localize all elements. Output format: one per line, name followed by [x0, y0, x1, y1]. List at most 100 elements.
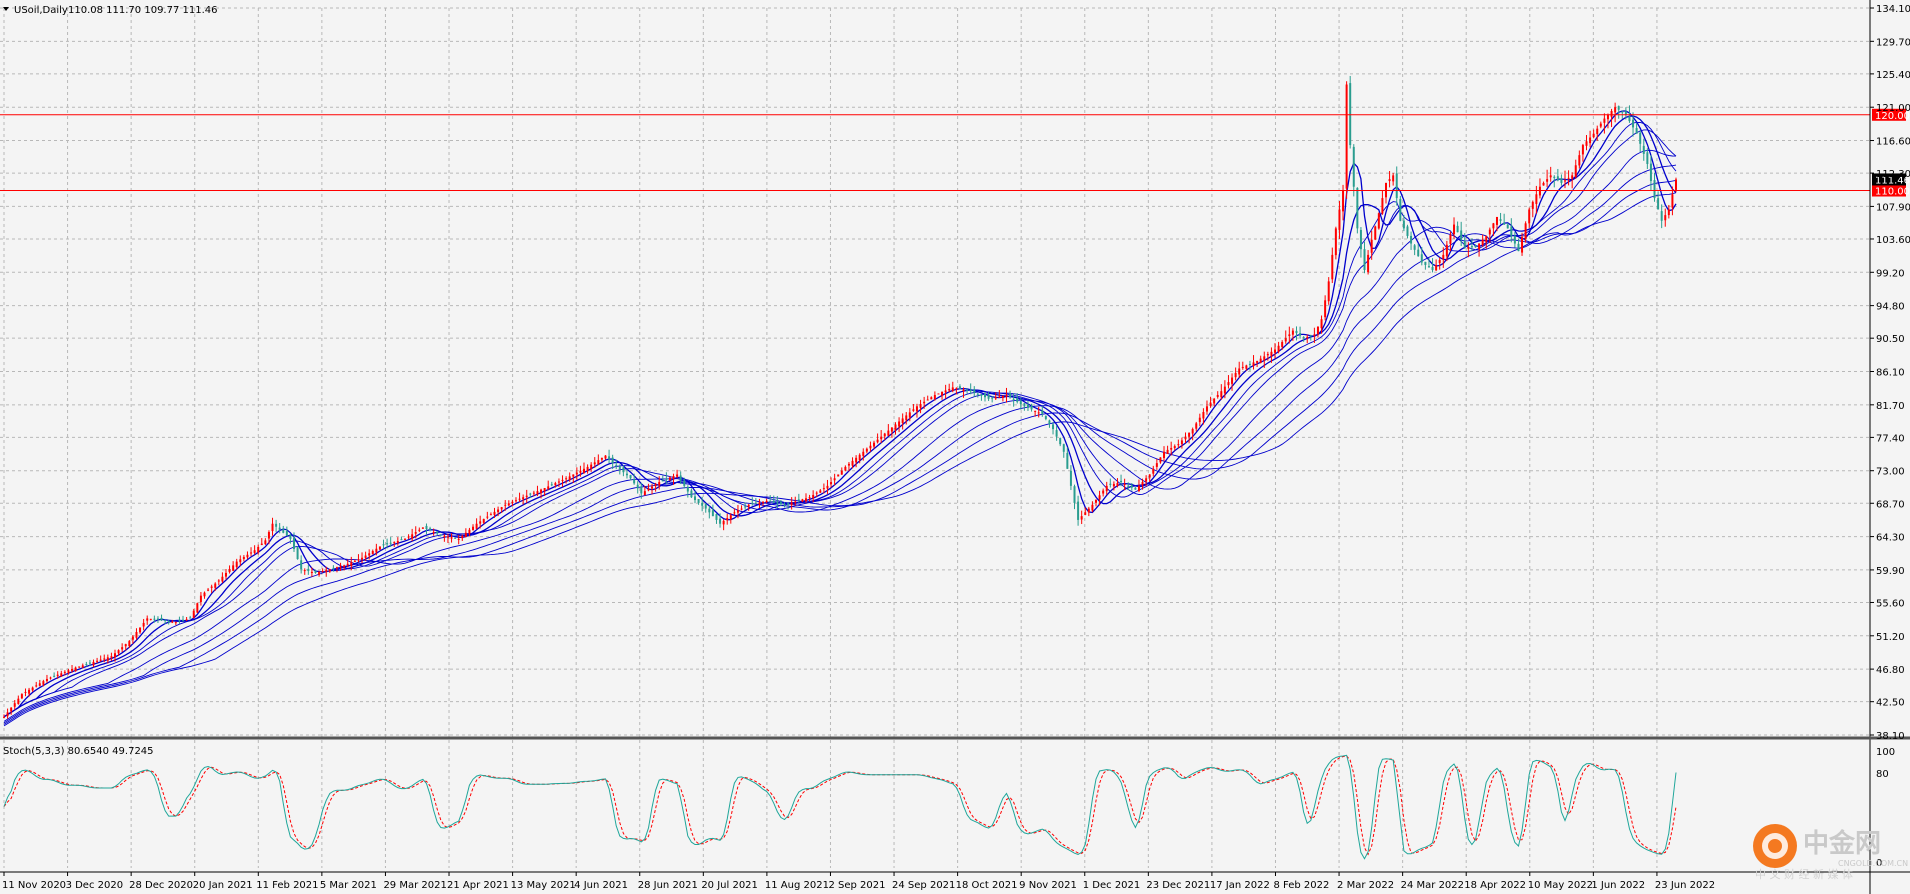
candle [81, 663, 84, 669]
candle [908, 408, 911, 422]
candle [783, 502, 786, 508]
candle [1374, 225, 1377, 241]
candle [636, 481, 639, 494]
candle [1277, 341, 1280, 354]
candle [1141, 478, 1144, 490]
candle [679, 471, 682, 485]
price-axis-label: 125.40 [1876, 70, 1910, 81]
candle [257, 544, 260, 555]
candle [1195, 421, 1198, 432]
time-axis-label: 29 Mar 2021 [383, 880, 446, 891]
candle [880, 430, 883, 443]
candle [207, 587, 210, 592]
candle [1406, 224, 1409, 239]
candle [1546, 169, 1549, 188]
candle [575, 467, 578, 480]
price-level-tag [1872, 108, 1906, 121]
candle [174, 621, 177, 626]
time-axis-label: 11 Feb 2021 [256, 880, 318, 891]
candle [754, 498, 757, 504]
candle [507, 500, 510, 507]
time-axis-label: 10 May 2022 [1528, 880, 1593, 891]
candle [1209, 396, 1212, 408]
candle [1159, 457, 1162, 464]
candle [42, 679, 45, 687]
candle [403, 538, 406, 541]
candle [926, 395, 929, 401]
candle [192, 608, 195, 619]
candle [511, 499, 514, 507]
candle [1044, 415, 1047, 421]
time-axis-label: 4 Jun 2021 [574, 880, 628, 891]
candle [894, 422, 897, 435]
candle [250, 547, 253, 557]
candle [1435, 259, 1438, 271]
candle [640, 482, 643, 499]
candle [1316, 326, 1319, 338]
price-axis-label: 129.70 [1876, 37, 1910, 48]
candle [1531, 200, 1534, 218]
candle [1528, 207, 1531, 229]
candle [1617, 105, 1620, 119]
candle [1220, 384, 1223, 400]
candle [998, 390, 1001, 399]
candle [1642, 138, 1645, 161]
candle [482, 518, 485, 525]
candle [1012, 393, 1015, 407]
candle [346, 559, 349, 568]
candle [1556, 168, 1559, 182]
candle [1445, 240, 1448, 262]
symbol-dropdown-icon[interactable] [3, 7, 9, 11]
candle [149, 618, 152, 621]
candle [676, 469, 679, 479]
candle [446, 533, 449, 543]
candle [665, 472, 668, 485]
candle [851, 457, 854, 469]
candle [314, 569, 317, 574]
time-axis-label: 5 Mar 2021 [320, 880, 377, 891]
candle [794, 496, 797, 506]
candle [139, 627, 142, 634]
candle [722, 519, 725, 531]
candle [1198, 413, 1201, 427]
candle [1048, 419, 1051, 428]
time-axis-label: 11 Nov 2020 [2, 880, 66, 891]
candle [38, 679, 41, 687]
candle [178, 616, 181, 624]
price-axis-label: 51.20 [1876, 632, 1905, 643]
candle [987, 392, 990, 401]
candle [1037, 406, 1040, 418]
candle [772, 495, 775, 504]
candle [629, 474, 632, 481]
candle [1302, 336, 1305, 342]
current-price-tag-text: 111.46 [1875, 175, 1910, 186]
candle [1431, 258, 1434, 273]
candle [1270, 347, 1273, 363]
candle [328, 568, 331, 573]
candle [819, 488, 822, 493]
candle [887, 424, 890, 437]
candle [1034, 410, 1037, 417]
candle [991, 396, 994, 403]
candle [1059, 437, 1062, 447]
candle [1660, 204, 1663, 229]
candle [461, 534, 464, 541]
candle [862, 448, 865, 461]
candle [1610, 108, 1613, 128]
candle [1402, 214, 1405, 232]
candle [71, 665, 74, 673]
candle [1410, 231, 1413, 250]
watermark-subtext: CNGOLD.COM.CN [1838, 859, 1908, 868]
candle [310, 567, 313, 577]
candle [214, 582, 217, 591]
candle [525, 489, 528, 504]
candle [400, 536, 403, 541]
candle [386, 538, 389, 549]
candle [651, 483, 654, 495]
candle [643, 485, 646, 496]
candle [450, 533, 453, 543]
price-axis-label: 68.70 [1876, 499, 1905, 510]
candle [1417, 243, 1420, 257]
